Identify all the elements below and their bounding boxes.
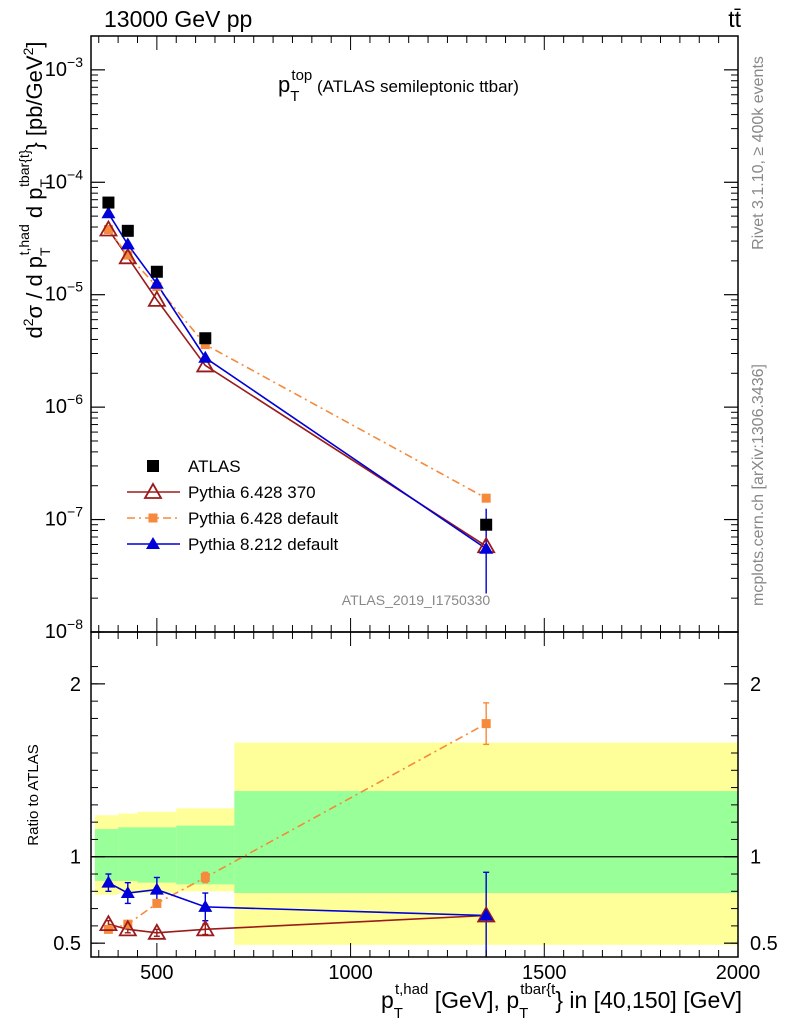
series-line-py6_370 — [107, 229, 487, 547]
x-tick-label: 1500 — [522, 962, 567, 984]
ratio-y-tick-label-right: 0.5 — [750, 933, 778, 955]
header-left: 13000 GeV pp — [104, 6, 252, 32]
ratio-point-py6_default — [200, 872, 210, 882]
band-inner — [94, 829, 119, 881]
main-y-ticks: 10−8 10−7 10−6 10−5 10−4 10−3 — [45, 35, 739, 643]
ratio-plot-area — [91, 702, 739, 957]
ratio-point-py6_default — [481, 719, 491, 729]
ratio-y-tick-label-left: 0.5 — [53, 933, 81, 955]
point-atlas — [199, 332, 212, 345]
point-py6_370 — [195, 355, 215, 373]
y-tick-label: 10−3 — [45, 54, 83, 81]
ratio-y-tick-label-left: 1 — [70, 847, 81, 869]
legend: ATLAS Pythia 6.428 370 Pythia 6.428 defaul… — [127, 457, 339, 554]
x-axis-label: pTt,had [GeV], pTtbar{t} in [40,150] [Ge… — [381, 981, 742, 1022]
y-tick-label: 10−4 — [45, 166, 83, 193]
point-py8_default — [198, 350, 213, 363]
y-tick-label: 10−8 — [45, 616, 83, 643]
point-py6_default — [200, 340, 210, 350]
y-tick-label: 10−5 — [45, 279, 83, 306]
legend-marker-atlas — [147, 460, 159, 472]
point-atlas — [150, 265, 163, 278]
rivet-label: Rivet 3.1.10, ≥ 400k events — [750, 56, 767, 250]
point-atlas — [480, 518, 493, 531]
ratio-point-py8_default — [198, 899, 213, 912]
point-py6_370 — [147, 290, 167, 307]
main-title: pTtop (ATLAS semileptonic ttbar) — [278, 67, 519, 105]
header-right: tt̄ — [728, 6, 741, 32]
x-tick-label: 2000 — [716, 962, 761, 984]
legend-marker-py8_default — [146, 537, 160, 549]
watermark: ATLAS_2019_I1750330 — [342, 592, 491, 608]
main-plot-area — [98, 196, 496, 594]
legend-label-py8_default: Pythia 8.212 default — [188, 535, 339, 554]
ratio-point-py6_370 — [118, 919, 138, 937]
legend-label-atlas: ATLAS — [188, 457, 241, 476]
point-atlas — [102, 196, 115, 209]
point-py8_default — [101, 206, 116, 219]
ratio-y-tick-label-right: 1 — [750, 847, 761, 869]
point-py8_default — [120, 237, 135, 250]
ratio-point-py6_370 — [147, 922, 167, 940]
y-tick-label: 10−6 — [45, 391, 83, 418]
main-ylabel: d2σ / d pTt,had d pTtbar{t}} [pb/GeV2] — [16, 42, 53, 339]
main-panel: 10−8 10−7 10−6 10−5 10−4 10−3 pTtop (ATLAS se… — [16, 35, 739, 643]
ratio-point-py8_default — [120, 886, 135, 899]
legend-label-py6_370: Pythia 6.428 370 — [188, 483, 316, 502]
ratio-point-py6_370 — [195, 919, 215, 937]
band-inner — [118, 827, 138, 881]
point-py8_default — [149, 276, 164, 289]
point-atlas — [121, 224, 134, 237]
mcplots-label: mcplots.cern.ch [arXiv:1306.3436] — [750, 364, 767, 606]
ratio-point-py8_default — [101, 875, 116, 888]
ratio-y-tick-label-right: 2 — [750, 674, 761, 696]
ratio-point-py6_default — [152, 898, 162, 908]
legend-label-py6_default: Pythia 6.428 default — [188, 509, 339, 528]
point-py6_default — [103, 225, 113, 235]
point-py6_default — [481, 493, 491, 503]
point-py6_370 — [98, 219, 118, 237]
ratio-point-py8_default — [479, 908, 494, 921]
ratio-point-py6_370 — [98, 914, 118, 932]
point-py6_default — [123, 250, 133, 260]
point-py6_370 — [118, 247, 138, 265]
band-inner — [137, 827, 177, 883]
ratio-point-py6_default — [123, 919, 133, 929]
ratio-panel: 0.5 0.5 1 1 2 2 500 1000 1500 2000 Ratio to ATLAS… — [25, 631, 778, 1022]
ratio-ylabel: Ratio to ATLAS — [25, 744, 42, 845]
ratio-y-tick-label-left: 2 — [70, 674, 81, 696]
x-tick-label: 500 — [140, 962, 173, 984]
ratio-frame — [90, 631, 739, 958]
ratio-point-py8_default — [149, 882, 164, 895]
point-py8_default — [479, 541, 494, 554]
ratio-ticks: 0.5 0.5 1 1 2 2 500 1000 1500 2000 — [53, 632, 778, 984]
y-tick-label: 10−7 — [45, 504, 83, 531]
ratio-point-py6_370 — [476, 905, 496, 923]
legend-marker-py6_default — [148, 513, 158, 523]
x-tick-label: 1000 — [328, 962, 373, 984]
legend-marker-py6_370 — [143, 482, 163, 499]
series-line-py6_default — [107, 229, 487, 499]
